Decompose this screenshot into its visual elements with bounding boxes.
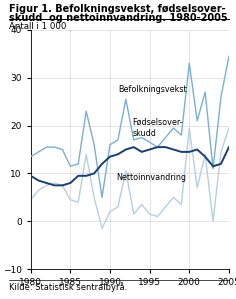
Text: Figur 1. Befolkningsvekst, fødselsover-: Figur 1. Befolkningsvekst, fødselsover-	[9, 4, 226, 14]
Text: Nettoinnvandring: Nettoinnvandring	[116, 173, 186, 182]
Text: Fødselsover-: Fødselsover-	[132, 118, 183, 126]
Text: Antall i 1 000: Antall i 1 000	[9, 22, 67, 31]
Text: Kilde: Statistisk sentralbyrå.: Kilde: Statistisk sentralbyrå.	[9, 282, 128, 292]
Text: Befolkningsvekst: Befolkningsvekst	[118, 86, 186, 94]
Text: skudd: skudd	[132, 129, 156, 138]
Text: skudd  og nettoinnvandring. 1980-2005: skudd og nettoinnvandring. 1980-2005	[9, 13, 228, 22]
